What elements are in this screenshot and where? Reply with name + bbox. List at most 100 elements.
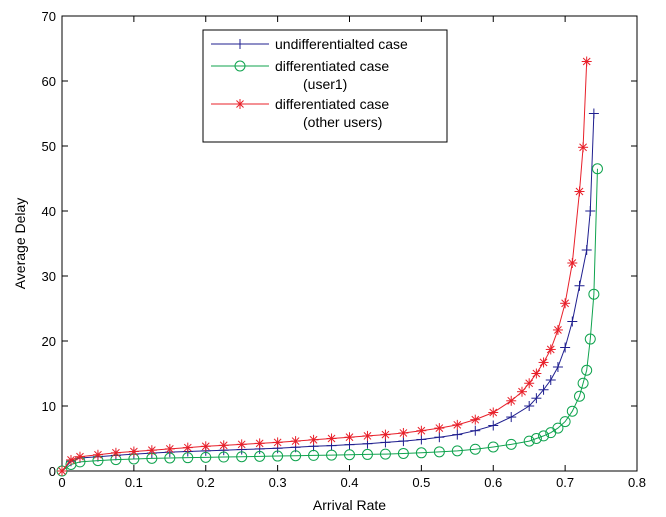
data-point <box>552 324 563 335</box>
data-point <box>567 258 578 268</box>
data-point <box>487 441 499 453</box>
legend-entry-1: undifferentialted case <box>211 36 408 52</box>
data-point <box>254 438 265 449</box>
x-tick-label: 0 <box>58 475 65 490</box>
data-point <box>523 435 535 447</box>
data-point <box>574 390 585 402</box>
data-point <box>506 412 517 423</box>
data-point <box>552 362 563 372</box>
legend-marker <box>235 99 245 109</box>
data-point <box>588 108 599 119</box>
data-point <box>434 423 445 434</box>
data-point <box>531 393 542 404</box>
x-tick-label: 0.4 <box>340 475 358 490</box>
data-point <box>552 422 564 434</box>
data-point <box>545 375 556 385</box>
y-tick-label: 20 <box>42 334 56 349</box>
data-point <box>272 437 283 448</box>
series-line <box>61 168 598 472</box>
data-point <box>308 449 320 461</box>
data-point <box>290 436 301 447</box>
y-tick-label: 50 <box>42 139 56 154</box>
legend-label: differentiated case <box>275 96 389 112</box>
data-point <box>416 425 427 436</box>
y-tick-label: 60 <box>42 74 56 89</box>
data-point <box>380 429 391 440</box>
x-axis: 0 0.1 0.2 0.3 0.4 0.5 0.6 0.7 0.8 <box>58 16 646 490</box>
data-point <box>451 445 463 457</box>
data-point <box>470 425 481 436</box>
series-layer <box>56 56 603 477</box>
data-point <box>584 333 596 345</box>
legend-label: (other users) <box>303 114 382 130</box>
data-point <box>578 142 589 153</box>
data-point <box>524 401 535 411</box>
x-tick-label: 0.5 <box>412 475 430 490</box>
data-point <box>545 344 556 355</box>
data-point <box>452 429 463 440</box>
y-axis: 0 10 20 30 40 50 60 70 <box>42 9 637 479</box>
data-point <box>218 440 229 451</box>
data-point <box>488 420 499 431</box>
data-point <box>433 446 445 458</box>
data-point <box>290 450 302 462</box>
data-point <box>581 245 592 255</box>
data-point <box>146 445 157 456</box>
data-point <box>182 452 194 464</box>
data-point <box>361 448 373 460</box>
x-tick-label: 0.3 <box>269 475 287 490</box>
data-point <box>469 443 481 455</box>
data-point <box>559 416 571 428</box>
data-point <box>577 377 589 389</box>
data-point <box>524 378 535 389</box>
data-point <box>200 451 212 463</box>
y-tick-label: 70 <box>42 9 56 24</box>
data-point <box>488 407 499 418</box>
data-point <box>588 288 600 300</box>
data-point <box>538 357 549 368</box>
data-point <box>416 434 427 445</box>
data-point <box>560 342 571 353</box>
data-point <box>362 430 373 441</box>
data-point <box>236 451 248 463</box>
data-point <box>538 384 549 395</box>
data-point <box>415 447 427 459</box>
data-point <box>505 438 517 450</box>
x-tick-label: 0.2 <box>197 475 215 490</box>
data-point <box>344 449 355 461</box>
data-point <box>574 280 585 291</box>
x-axis-label: Arrival Rate <box>313 497 386 513</box>
data-point <box>236 439 247 450</box>
legend-box <box>202 29 448 143</box>
data-point <box>538 430 550 442</box>
data-point <box>470 414 481 425</box>
x-tick-label: 0.1 <box>125 475 143 490</box>
data-point <box>566 405 578 417</box>
series-3 <box>57 56 592 476</box>
data-point <box>110 447 121 458</box>
legend-label: undifferentialted case <box>275 36 408 52</box>
data-point <box>74 451 85 462</box>
data-point <box>128 446 139 457</box>
data-point <box>92 449 103 460</box>
data-point <box>591 163 603 175</box>
data-point <box>531 368 542 379</box>
legend: undifferentialted case differentiated cas… <box>202 29 448 143</box>
data-point <box>434 432 445 443</box>
data-point <box>272 450 284 462</box>
legend-label: differentiated case <box>275 58 389 74</box>
x-tick-label: 0.7 <box>556 475 574 490</box>
data-point <box>560 298 571 309</box>
legend-marker <box>235 39 245 49</box>
y-axis-label: Average Delay <box>12 198 28 290</box>
data-point <box>200 441 211 452</box>
data-point <box>182 442 193 453</box>
data-point <box>581 56 592 67</box>
data-point <box>218 451 230 463</box>
data-point <box>308 434 319 445</box>
data-point <box>574 186 585 197</box>
data-point <box>517 386 527 397</box>
x-tick-label: 0.6 <box>484 475 502 490</box>
data-point <box>398 427 409 438</box>
